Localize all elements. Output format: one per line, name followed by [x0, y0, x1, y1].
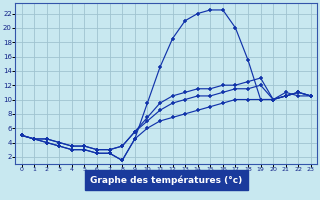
- X-axis label: Graphe des températures (°c): Graphe des températures (°c): [90, 175, 242, 185]
